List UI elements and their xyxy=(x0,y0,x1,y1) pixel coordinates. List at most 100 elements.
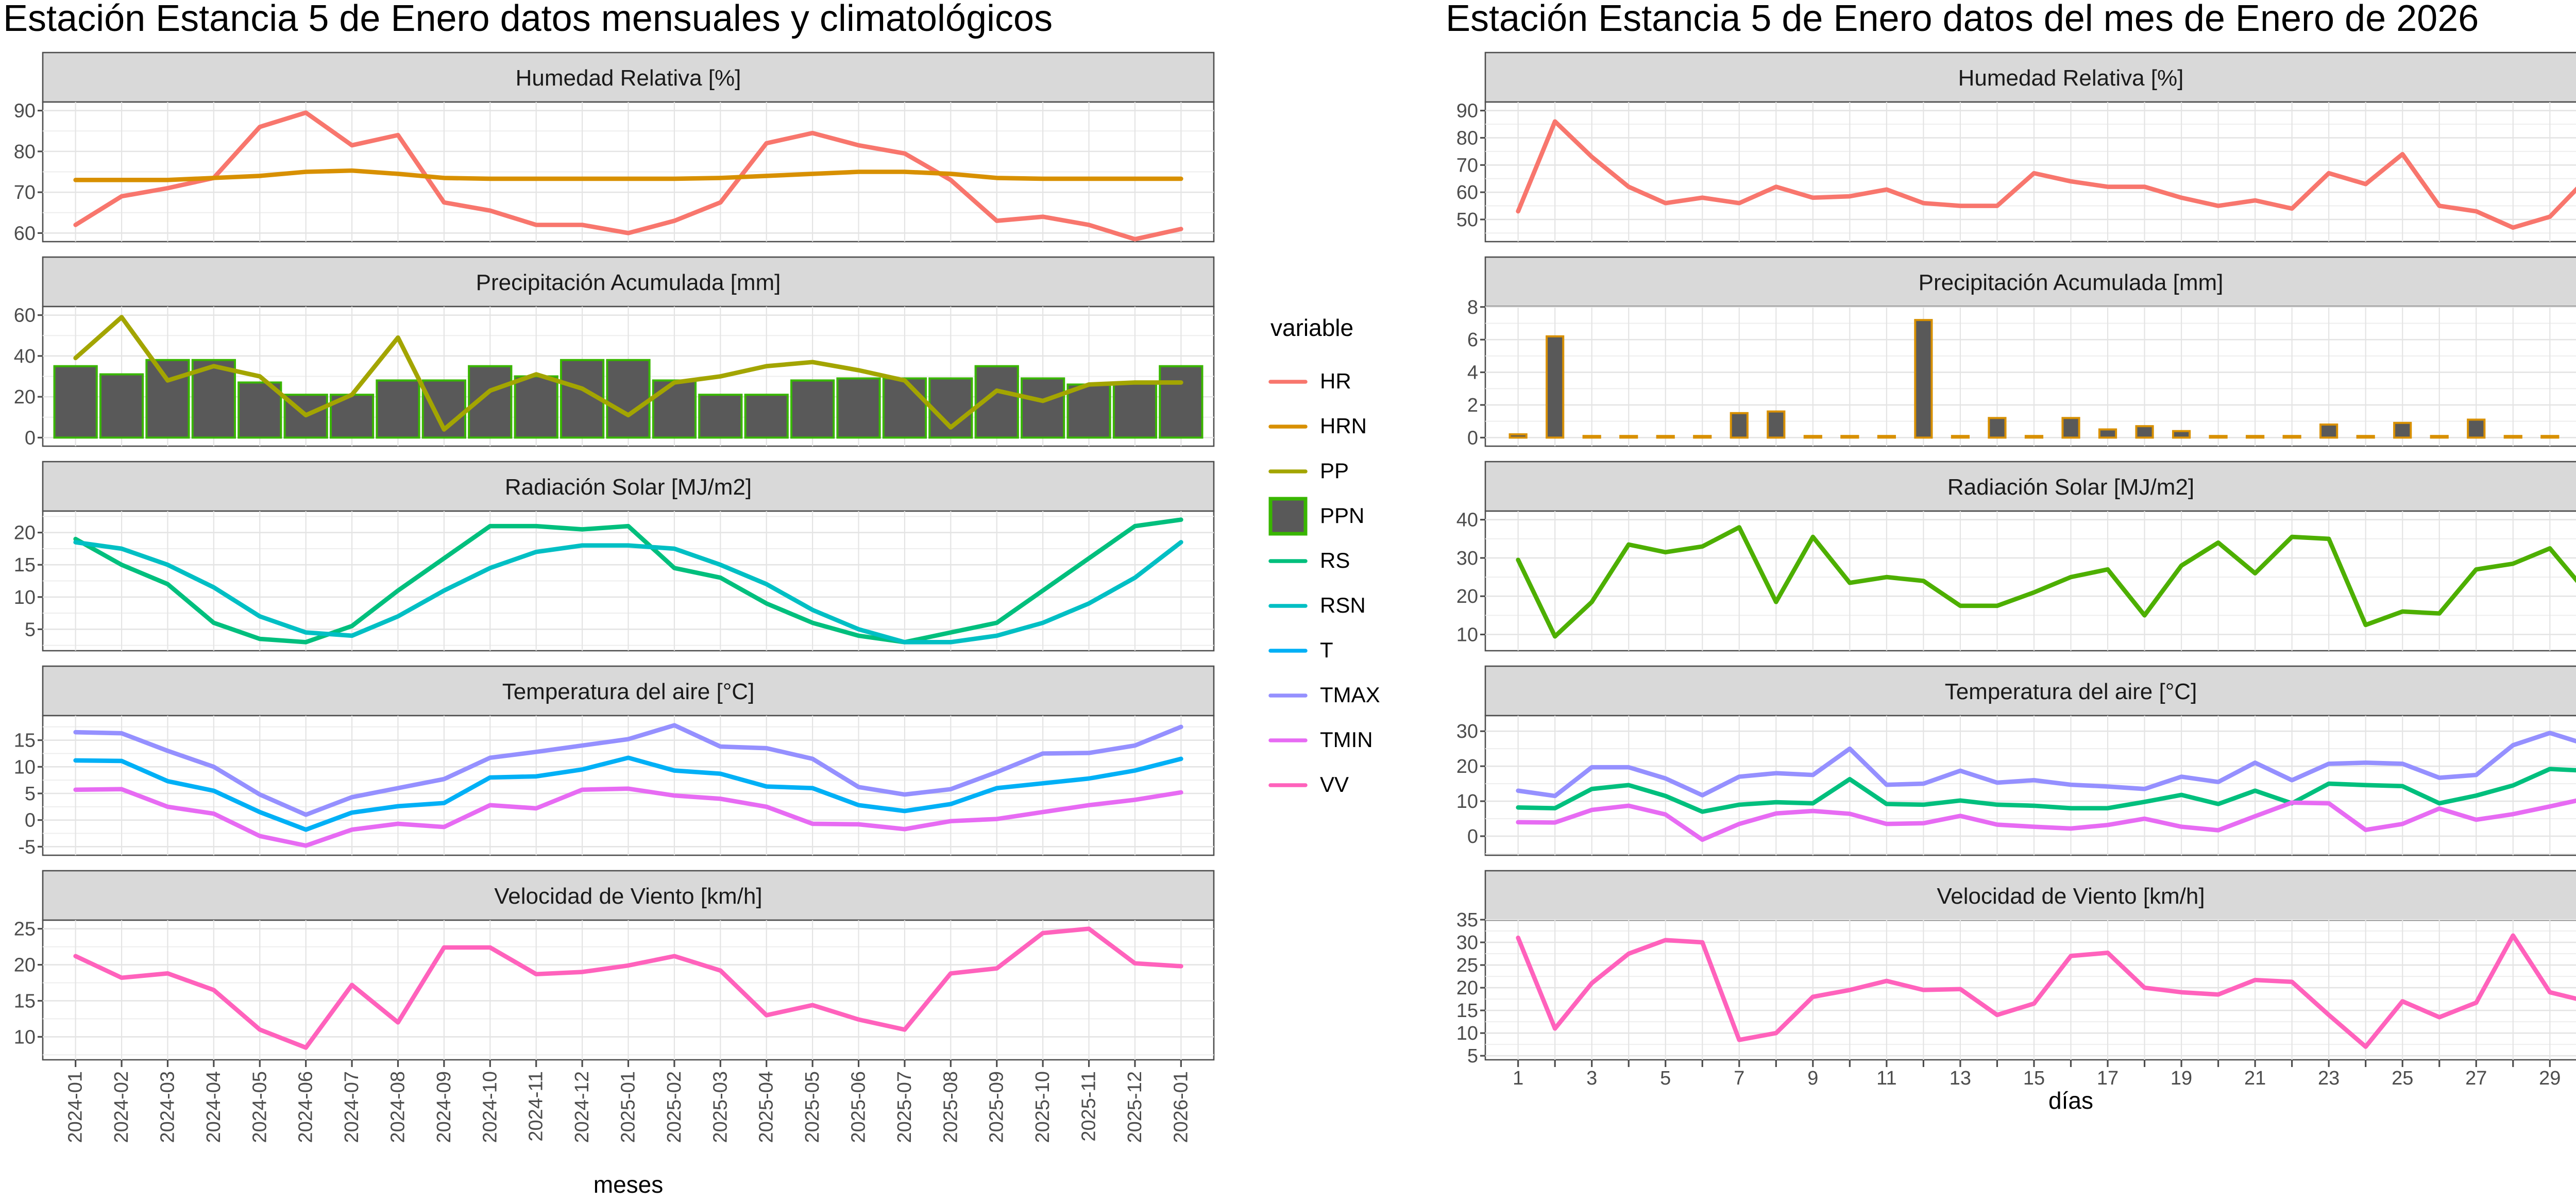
svg-text:5: 5 xyxy=(25,619,36,640)
svg-text:2025-05: 2025-05 xyxy=(802,1071,823,1143)
svg-text:40: 40 xyxy=(1456,510,1478,531)
svg-text:-5: -5 xyxy=(18,836,36,858)
svg-text:10: 10 xyxy=(14,756,36,778)
svg-text:Velocidad de Viento [km/h]: Velocidad de Viento [km/h] xyxy=(494,884,762,909)
svg-text:90: 90 xyxy=(14,100,36,122)
svg-text:Temperatura del aire [°C]: Temperatura del aire [°C] xyxy=(502,679,755,704)
svg-text:40: 40 xyxy=(14,346,36,367)
svg-text:60: 60 xyxy=(1456,182,1478,204)
svg-text:60: 60 xyxy=(14,223,36,244)
svg-text:TMAX: TMAX xyxy=(1320,683,1380,707)
svg-text:15: 15 xyxy=(14,990,36,1012)
svg-text:20: 20 xyxy=(1456,586,1478,607)
svg-text:21: 21 xyxy=(2244,1068,2266,1089)
svg-text:27: 27 xyxy=(2465,1068,2487,1089)
svg-text:2024-10: 2024-10 xyxy=(479,1071,501,1143)
svg-text:5: 5 xyxy=(1467,1045,1478,1067)
svg-text:50: 50 xyxy=(1456,209,1478,231)
svg-text:2024-11: 2024-11 xyxy=(526,1071,547,1142)
svg-text:23: 23 xyxy=(2318,1068,2340,1089)
svg-text:20: 20 xyxy=(14,386,36,408)
svg-text:2024-02: 2024-02 xyxy=(111,1071,132,1143)
svg-text:13: 13 xyxy=(1950,1068,1971,1089)
svg-text:20: 20 xyxy=(14,522,36,544)
svg-text:Radiación Solar [MJ/m2]: Radiación Solar [MJ/m2] xyxy=(505,475,752,500)
svg-text:Precipitación Acumulada [mm]: Precipitación Acumulada [mm] xyxy=(476,270,781,295)
svg-text:5: 5 xyxy=(25,783,36,805)
svg-text:1: 1 xyxy=(1513,1068,1523,1089)
svg-text:2025-12: 2025-12 xyxy=(1124,1071,1146,1143)
svg-text:0: 0 xyxy=(25,427,36,449)
svg-text:80: 80 xyxy=(14,141,36,163)
svg-text:2025-03: 2025-03 xyxy=(709,1071,731,1143)
svg-text:2024-01: 2024-01 xyxy=(65,1071,87,1143)
svg-text:6: 6 xyxy=(1467,329,1478,351)
svg-text:25: 25 xyxy=(2392,1068,2413,1089)
svg-text:15: 15 xyxy=(14,554,36,576)
svg-text:8: 8 xyxy=(1467,297,1478,318)
svg-text:2024-05: 2024-05 xyxy=(249,1071,270,1143)
svg-text:0: 0 xyxy=(1467,826,1478,848)
svg-text:PPN: PPN xyxy=(1320,503,1364,528)
svg-text:7: 7 xyxy=(1734,1068,1744,1089)
svg-text:2025-01: 2025-01 xyxy=(618,1071,639,1143)
svg-text:HR: HR xyxy=(1320,369,1351,393)
svg-text:20: 20 xyxy=(1456,977,1478,999)
svg-text:Temperatura del aire [°C]: Temperatura del aire [°C] xyxy=(1945,679,2197,704)
svg-text:2: 2 xyxy=(1467,395,1478,416)
svg-text:5: 5 xyxy=(1660,1068,1671,1089)
svg-text:2024-09: 2024-09 xyxy=(433,1071,455,1143)
svg-text:25: 25 xyxy=(14,919,36,940)
svg-text:2025-04: 2025-04 xyxy=(756,1071,777,1143)
svg-text:11: 11 xyxy=(1876,1068,1896,1089)
svg-text:4: 4 xyxy=(1467,362,1478,384)
svg-text:HRN: HRN xyxy=(1320,414,1367,438)
svg-text:variable: variable xyxy=(1270,314,1353,341)
svg-text:2025-08: 2025-08 xyxy=(940,1071,961,1143)
svg-text:2024-12: 2024-12 xyxy=(571,1071,593,1143)
svg-text:2025-10: 2025-10 xyxy=(1032,1071,1054,1143)
svg-text:Humedad Relativa [%]: Humedad Relativa [%] xyxy=(1958,65,2184,91)
svg-text:2025-02: 2025-02 xyxy=(664,1071,685,1143)
svg-text:20: 20 xyxy=(14,955,36,976)
svg-text:10: 10 xyxy=(14,1026,36,1048)
svg-text:30: 30 xyxy=(1456,548,1478,569)
svg-text:2024-07: 2024-07 xyxy=(341,1071,363,1143)
svg-text:10: 10 xyxy=(1456,1023,1478,1044)
svg-text:0: 0 xyxy=(1467,427,1478,449)
svg-text:2025-07: 2025-07 xyxy=(894,1071,916,1143)
svg-text:80: 80 xyxy=(1456,127,1478,149)
svg-text:60: 60 xyxy=(14,305,36,327)
svg-text:3: 3 xyxy=(1586,1068,1597,1089)
svg-text:PP: PP xyxy=(1320,459,1349,483)
svg-text:Precipitación Acumulada [mm]: Precipitación Acumulada [mm] xyxy=(1919,270,2224,295)
svg-text:Radiación Solar [MJ/m2]: Radiación Solar [MJ/m2] xyxy=(1947,475,2194,500)
svg-text:Humedad Relativa [%]: Humedad Relativa [%] xyxy=(516,65,741,91)
svg-text:10: 10 xyxy=(1456,624,1478,646)
svg-text:25: 25 xyxy=(1456,955,1478,976)
svg-text:30: 30 xyxy=(1456,932,1478,954)
svg-text:2025-09: 2025-09 xyxy=(986,1071,1008,1143)
svg-text:17: 17 xyxy=(2097,1068,2119,1089)
svg-text:70: 70 xyxy=(14,182,36,204)
svg-text:TMIN: TMIN xyxy=(1320,727,1373,752)
svg-text:70: 70 xyxy=(1456,155,1478,176)
svg-text:2025-06: 2025-06 xyxy=(848,1071,870,1143)
svg-text:RSN: RSN xyxy=(1320,593,1366,617)
svg-text:15: 15 xyxy=(2023,1068,2045,1089)
svg-text:0: 0 xyxy=(25,810,36,832)
svg-text:2024-04: 2024-04 xyxy=(203,1071,225,1143)
svg-text:Velocidad de Viento [km/h]: Velocidad de Viento [km/h] xyxy=(1937,884,2205,909)
svg-text:2024-03: 2024-03 xyxy=(157,1071,178,1143)
svg-text:meses: meses xyxy=(594,1171,663,1198)
svg-text:19: 19 xyxy=(2171,1068,2192,1089)
svg-text:9: 9 xyxy=(1807,1068,1818,1089)
svg-text:Estación Estancia 5 de Enero d: Estación Estancia 5 de Enero datos mensu… xyxy=(3,0,1053,39)
svg-text:VV: VV xyxy=(1320,772,1349,797)
svg-text:días: días xyxy=(2048,1087,2093,1114)
svg-text:10: 10 xyxy=(1456,791,1478,812)
svg-text:15: 15 xyxy=(14,730,36,752)
svg-text:35: 35 xyxy=(1456,909,1478,931)
svg-text:2025-11: 2025-11 xyxy=(1078,1071,1100,1142)
svg-text:29: 29 xyxy=(2539,1068,2561,1089)
